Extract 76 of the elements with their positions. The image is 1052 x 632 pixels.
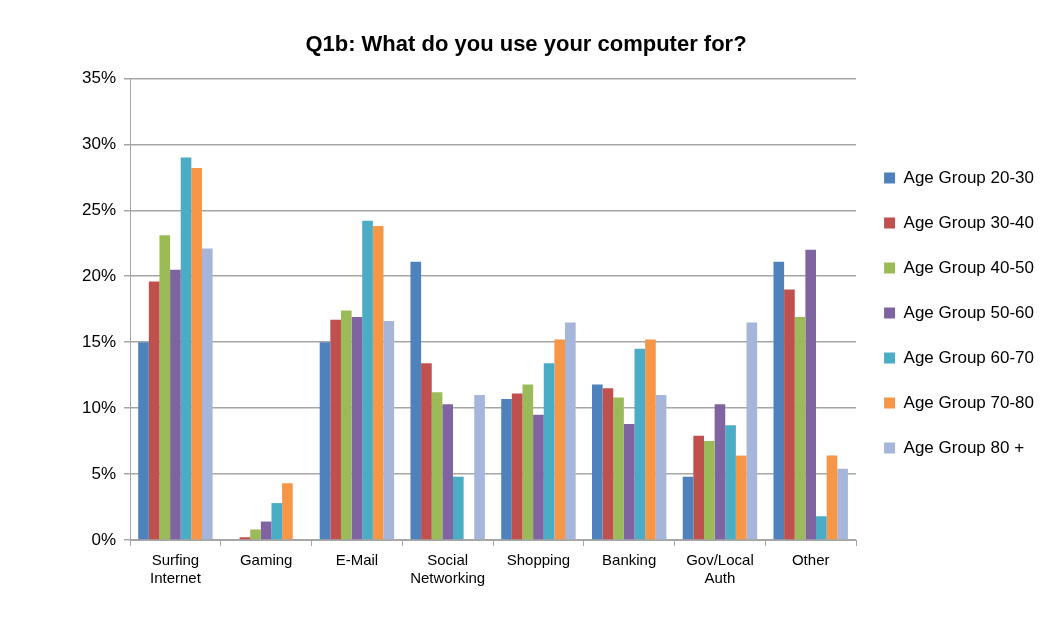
legend-label: Age Group 50-60 <box>903 302 1034 322</box>
bar <box>330 319 341 540</box>
bar <box>725 425 736 540</box>
bar <box>533 414 544 540</box>
x-tick-label: Gov/Local Auth <box>686 551 754 587</box>
bar <box>634 348 646 540</box>
bar <box>271 503 283 540</box>
bar <box>565 322 576 540</box>
x-tick-label: Social Networking <box>410 551 486 587</box>
bar <box>693 435 704 540</box>
bar <box>645 339 656 540</box>
x-tick-label: Shopping <box>506 551 571 569</box>
bar <box>704 441 715 540</box>
bar <box>431 392 443 540</box>
bar <box>511 393 523 540</box>
bar <box>260 521 272 540</box>
bar <box>410 261 422 540</box>
bar <box>522 384 534 540</box>
bar <box>714 404 726 540</box>
y-tick-label: 30% <box>81 134 117 154</box>
y-tick-label: 20% <box>81 265 117 285</box>
bar <box>543 363 555 540</box>
y-tick-label: 25% <box>81 199 117 219</box>
legend-label: Age Group 70-80 <box>903 392 1034 412</box>
bar <box>655 394 667 540</box>
bar <box>148 281 160 540</box>
x-tick-label: Surfing Internet <box>149 551 202 587</box>
bar <box>501 398 512 540</box>
x-tick-label: Gaming <box>239 551 293 569</box>
bar <box>816 516 827 540</box>
bar <box>170 269 181 540</box>
legend-label: Age Group 20-30 <box>903 167 1034 187</box>
x-tick-label: E-Mail <box>335 551 379 569</box>
y-tick-label: 15% <box>81 331 117 351</box>
bar <box>826 455 838 540</box>
bar <box>362 220 373 540</box>
bar <box>442 404 453 540</box>
bar <box>746 322 758 540</box>
bar <box>735 455 747 540</box>
bar <box>623 423 635 540</box>
x-tick-label: Banking <box>602 551 657 569</box>
y-tick-label: 5% <box>91 463 117 483</box>
bar <box>682 476 694 540</box>
bar <box>794 317 806 540</box>
x-tick-label: Other <box>791 551 830 569</box>
bar <box>138 342 149 540</box>
bar <box>383 321 395 540</box>
bar <box>773 261 785 540</box>
bar <box>351 317 363 540</box>
bar <box>613 397 624 540</box>
bar <box>452 476 464 540</box>
y-tick-label: 35% <box>81 68 117 88</box>
bar <box>837 468 848 540</box>
bar <box>340 310 352 540</box>
legend-label: Age Group 60-70 <box>903 347 1034 367</box>
y-tick-label: 10% <box>81 397 117 417</box>
bar <box>319 342 331 540</box>
bar <box>250 529 261 540</box>
bar <box>191 168 202 540</box>
bar <box>421 363 432 540</box>
bar <box>602 388 614 540</box>
legend-label: Age Group 80 + <box>903 437 1025 457</box>
bar <box>180 157 192 540</box>
chart-title: Q1b: What do you use your computer for? <box>305 31 747 57</box>
bar <box>784 289 795 540</box>
bar <box>282 483 293 540</box>
bar <box>159 235 171 540</box>
bar <box>372 226 384 540</box>
bar <box>591 384 603 540</box>
legend-label: Age Group 40-50 <box>903 257 1034 277</box>
bar <box>474 394 485 540</box>
bar <box>554 339 566 540</box>
legend-label: Age Group 30-40 <box>903 212 1034 232</box>
y-tick-label: 0% <box>91 529 117 549</box>
bar <box>805 249 817 540</box>
bar <box>201 248 213 540</box>
